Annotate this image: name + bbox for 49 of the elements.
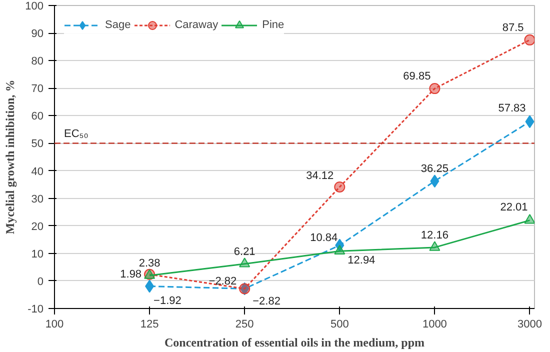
- y-tick-label: -10: [28, 304, 44, 316]
- point: [334, 244, 346, 254]
- legend-label: Sage: [105, 19, 131, 31]
- x-tick-label: 500: [330, 318, 349, 330]
- data-label: 2.38: [138, 257, 160, 270]
- data-label: 12.16: [420, 229, 448, 242]
- x-tick-label: 3000: [518, 318, 542, 330]
- y-tick-label: 10: [31, 248, 44, 260]
- x-tick-label: 1000: [422, 318, 447, 330]
- y-tick-label: 70: [31, 83, 44, 96]
- point: [239, 258, 250, 268]
- y-tick-label: 80: [31, 56, 44, 68]
- y-tick-label: 40: [31, 166, 44, 178]
- ref-line-label: EC₅₀: [64, 128, 88, 140]
- legend-label: Caraway: [174, 19, 218, 31]
- x-axis-title: Concentration of essential oils in the medium, ppm: [164, 336, 425, 350]
- data-label: −1.92: [154, 295, 182, 308]
- point: [429, 241, 440, 251]
- point: [525, 115, 534, 128]
- data-label: 34.12: [306, 170, 334, 182]
- legend-label: Pine: [262, 19, 284, 31]
- data-label: 10.84: [310, 232, 338, 244]
- y-tick-label: 100: [25, 0, 44, 12]
- data-label: 6.21: [234, 246, 256, 258]
- point: [334, 181, 346, 192]
- point: [429, 83, 440, 94]
- data-label: 87.5: [502, 22, 524, 34]
- y-tick-label: 90: [31, 28, 44, 40]
- x-tick-label: 250: [235, 318, 254, 330]
- y-tick-label: 30: [31, 193, 44, 206]
- data-label: −2.82: [252, 296, 280, 308]
- y-axis-title: Mycelial growth inhibition, %: [3, 80, 18, 234]
- data-label: 57.83: [498, 102, 526, 115]
- point: [524, 214, 534, 224]
- data-label: 22.01: [500, 201, 528, 214]
- y-tick-label: 50: [31, 138, 44, 150]
- data-label: 69.85: [403, 70, 431, 83]
- y-tick-label: 20: [31, 220, 44, 233]
- x-tick-label: 100: [45, 318, 64, 330]
- point: [524, 34, 534, 46]
- data-label: 12.94: [348, 254, 376, 266]
- y-tick-label: 60: [31, 110, 44, 123]
- y-tick-label: 0: [37, 276, 44, 288]
- data-label: −2.82: [208, 276, 237, 288]
- data-label: 36.25: [420, 163, 448, 176]
- point: [430, 174, 440, 188]
- point: [145, 280, 154, 293]
- x-tick-label: 125: [140, 318, 159, 330]
- data-label: 1.98: [120, 268, 142, 280]
